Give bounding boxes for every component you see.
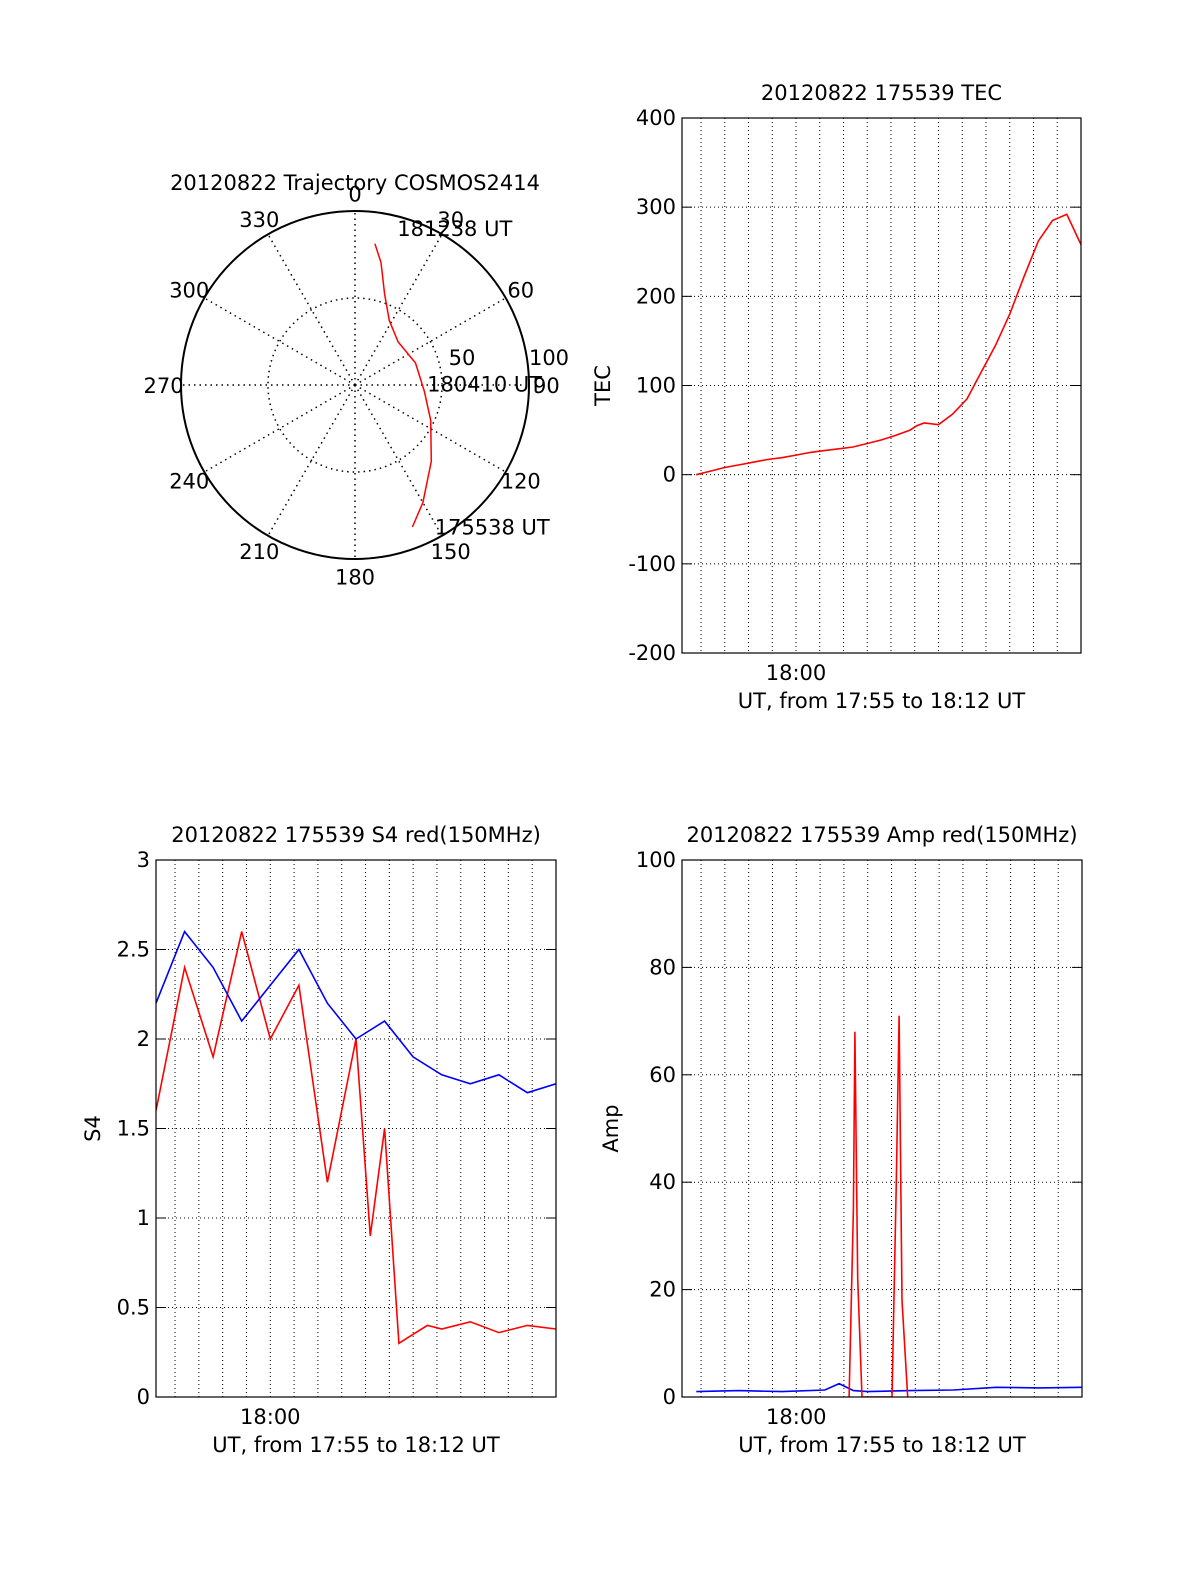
chart-title: 20120822 Trajectory COSMOS2414 <box>170 171 540 195</box>
x-axis-label: UT, from 17:55 to 18:12 UT <box>738 689 1026 713</box>
series-line <box>156 930 556 1094</box>
tec-plot: 20120822 175539 TEC -200 -100 0 100 200 300 400… <box>591 81 1082 713</box>
radial-tick-label: 50 <box>449 346 476 370</box>
chart-title: 20120822 175539 S4 red(150MHz) <box>171 823 541 847</box>
y-tick-label: 40 <box>649 1170 676 1194</box>
y-axis-label: Amp <box>599 1104 623 1152</box>
y-tick-label: 1 <box>137 1206 150 1230</box>
angle-tick-label: 330 <box>239 208 279 232</box>
series-line <box>848 1015 909 1397</box>
y-tick-label: 60 <box>649 1063 676 1087</box>
y-tick-label: -200 <box>628 641 676 665</box>
chart-title: 20120822 175539 TEC <box>761 81 1002 105</box>
x-tick-label: 18:00 <box>766 1405 827 1429</box>
y-tick-label: 0 <box>663 463 676 487</box>
spoke-line <box>203 384 356 473</box>
plot-frame <box>681 117 1082 654</box>
y-tick-label: 2 <box>137 1027 150 1051</box>
spoke-line <box>203 297 356 386</box>
y-tick-label: 0.5 <box>117 1296 150 1320</box>
series-line <box>696 213 1081 476</box>
angle-tick-label: 270 <box>144 374 184 398</box>
trajectory-line <box>374 243 433 528</box>
spoke-line <box>267 384 356 537</box>
y-axis-label: TEC <box>591 365 615 407</box>
x-tick-label: 18:00 <box>766 661 827 685</box>
y-tick-label: 80 <box>649 955 676 979</box>
amp-plot: 20120822 175539 Amp red(150MHz) 0 20 40 60 80… <box>599 823 1083 1457</box>
series-line <box>156 931 556 1345</box>
time-annotation: 175538 UT <box>435 516 550 540</box>
y-tick-label: 0 <box>663 1385 676 1409</box>
angle-tick-label: 60 <box>507 278 534 302</box>
chart-title: 20120822 175539 Amp red(150MHz) <box>686 823 1077 847</box>
radial-tick-label: 100 <box>529 346 569 370</box>
x-axis-label: UT, from 17:55 to 18:12 UT <box>212 1433 500 1457</box>
angle-tick-label: 210 <box>239 540 279 564</box>
angle-tick-label: 90 <box>533 374 560 398</box>
x-tick-label: 18:00 <box>240 1405 301 1429</box>
angle-tick-label: 0 <box>348 183 361 207</box>
spoke-line <box>354 384 507 473</box>
spoke-line <box>354 233 443 386</box>
y-tick-label: 20 <box>649 1278 676 1302</box>
plot-frame <box>155 859 557 1398</box>
time-annotation: 180410 UT <box>427 372 542 396</box>
spoke-line <box>267 233 356 386</box>
y-tick-label: 400 <box>636 106 676 130</box>
y-tick-label: 3 <box>137 848 150 872</box>
spoke-line <box>354 384 443 537</box>
spoke-line <box>354 297 507 386</box>
time-annotation: 181238 UT <box>397 217 512 241</box>
angle-tick-label: 150 <box>431 540 471 564</box>
y-tick-label: 200 <box>636 284 676 308</box>
y-tick-label: 2.5 <box>117 938 150 962</box>
y-axis-label: S4 <box>81 1115 105 1142</box>
s4-plot: 20120822 175539 S4 red(150MHz) 0 0.5 1 1.5 2 2… <box>81 823 557 1457</box>
angle-tick-label: 30 <box>437 208 464 232</box>
angle-tick-label: 300 <box>169 278 209 302</box>
y-tick-label: 100 <box>636 374 676 398</box>
y-tick-label: 1.5 <box>117 1117 150 1141</box>
radial-ring <box>267 297 443 473</box>
y-tick-label: 100 <box>636 848 676 872</box>
plot-frame <box>681 859 1083 1398</box>
y-tick-label: -100 <box>628 552 676 576</box>
radial-ring <box>180 210 530 560</box>
y-tick-label: 300 <box>636 195 676 219</box>
y-tick-label: 0 <box>137 1385 150 1409</box>
x-axis-label: UT, from 17:55 to 18:12 UT <box>738 1433 1026 1457</box>
series-line <box>696 1382 1082 1393</box>
angle-tick-label: 180 <box>335 565 375 589</box>
angle-tick-label: 240 <box>169 470 209 494</box>
angle-tick-label: 120 <box>501 470 541 494</box>
